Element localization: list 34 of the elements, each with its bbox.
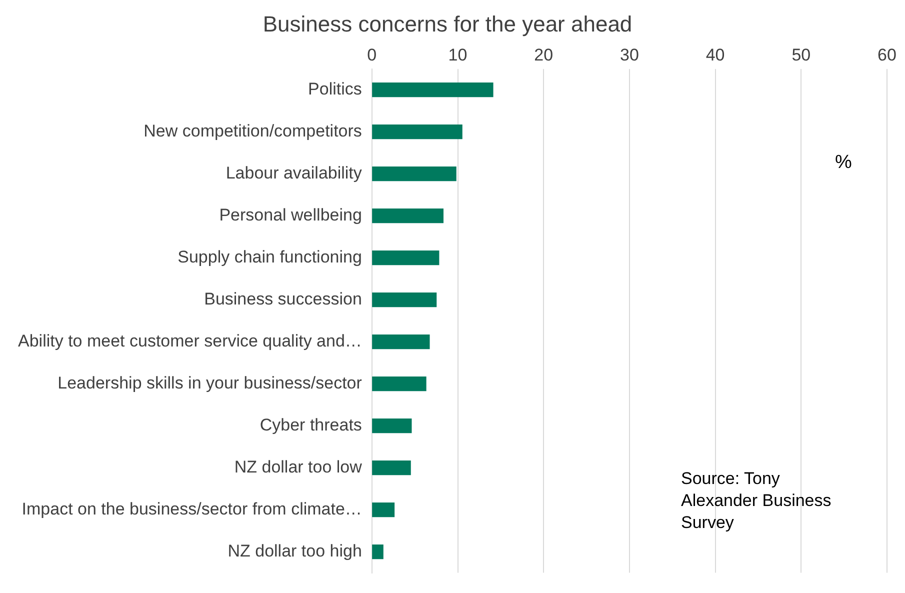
y-tick-label: Leadership skills in your business/sector (58, 373, 362, 392)
chart-title: Business concerns for the year ahead (262, 11, 632, 36)
bar (372, 544, 384, 560)
y-tick-label: Personal wellbeing (219, 205, 362, 224)
y-tick-label: Ability to meet customer service quality and… (18, 331, 362, 350)
y-tick-label: New competition/competitors (144, 121, 362, 140)
bar (372, 292, 437, 308)
x-tick-label: 0 (367, 45, 377, 64)
x-tick-label: 20 (534, 45, 554, 64)
y-tick-label: NZ dollar too low (234, 457, 363, 476)
bar (372, 166, 456, 182)
y-tick-label: Business succession (204, 289, 362, 308)
annotation: Source: Tony Alexander Business Survey (681, 468, 832, 534)
y-tick-label: Cyber threats (260, 415, 362, 434)
annotation: % (835, 152, 852, 174)
y-tick-label: Labour availability (226, 163, 362, 182)
bar (372, 334, 430, 350)
bar (372, 502, 395, 518)
bar (372, 250, 440, 266)
bar (372, 418, 412, 434)
y-tick-label: Supply chain functioning (178, 247, 362, 266)
x-tick-label: 60 (878, 45, 896, 64)
bar (372, 376, 426, 392)
y-tick-label: Politics (308, 79, 362, 98)
bar (372, 124, 462, 140)
bar (372, 82, 494, 98)
y-tick-label: NZ dollar too high (228, 541, 362, 560)
bar (372, 460, 411, 476)
bar (372, 208, 444, 224)
x-tick-label: 10 (448, 45, 468, 64)
x-tick-label: 50 (792, 45, 811, 64)
x-tick-label: 30 (620, 45, 639, 64)
x-tick-label: 40 (706, 45, 725, 64)
y-tick-label: Impact on the business/sector from climate… (22, 499, 362, 518)
